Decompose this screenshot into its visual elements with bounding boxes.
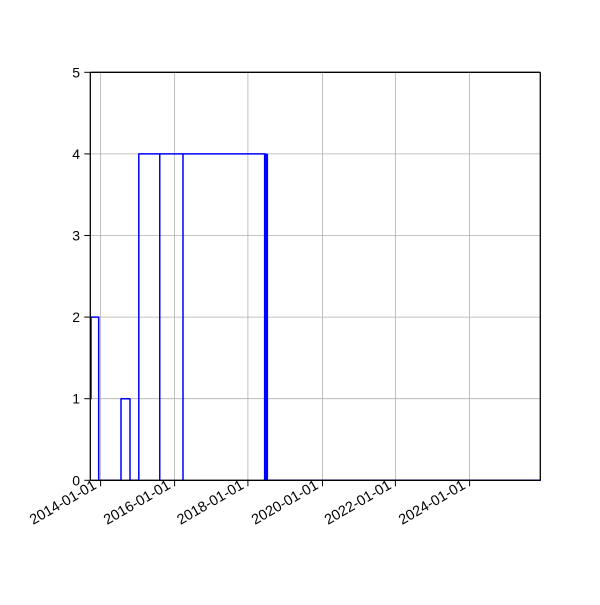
svg-text:4: 4 <box>72 146 80 162</box>
svg-text:3: 3 <box>72 228 80 244</box>
svg-text:1: 1 <box>72 391 80 407</box>
svg-text:5: 5 <box>72 64 80 80</box>
svg-text:2: 2 <box>72 309 80 325</box>
